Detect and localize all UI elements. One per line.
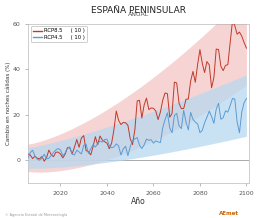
Text: © Agencia Estatal de Meteorología: © Agencia Estatal de Meteorología	[5, 213, 67, 217]
Y-axis label: Cambio en noches cálidas (%): Cambio en noches cálidas (%)	[5, 61, 11, 145]
Text: AEmet: AEmet	[219, 211, 239, 216]
Legend: RCP8.5     ( 10 ), RCP4.5     ( 10 ): RCP8.5 ( 10 ), RCP4.5 ( 10 )	[31, 26, 87, 42]
Title: ESPAÑA PENINSULAR: ESPAÑA PENINSULAR	[91, 5, 186, 15]
Text: ANUAL: ANUAL	[128, 12, 149, 17]
X-axis label: Año: Año	[131, 197, 146, 206]
